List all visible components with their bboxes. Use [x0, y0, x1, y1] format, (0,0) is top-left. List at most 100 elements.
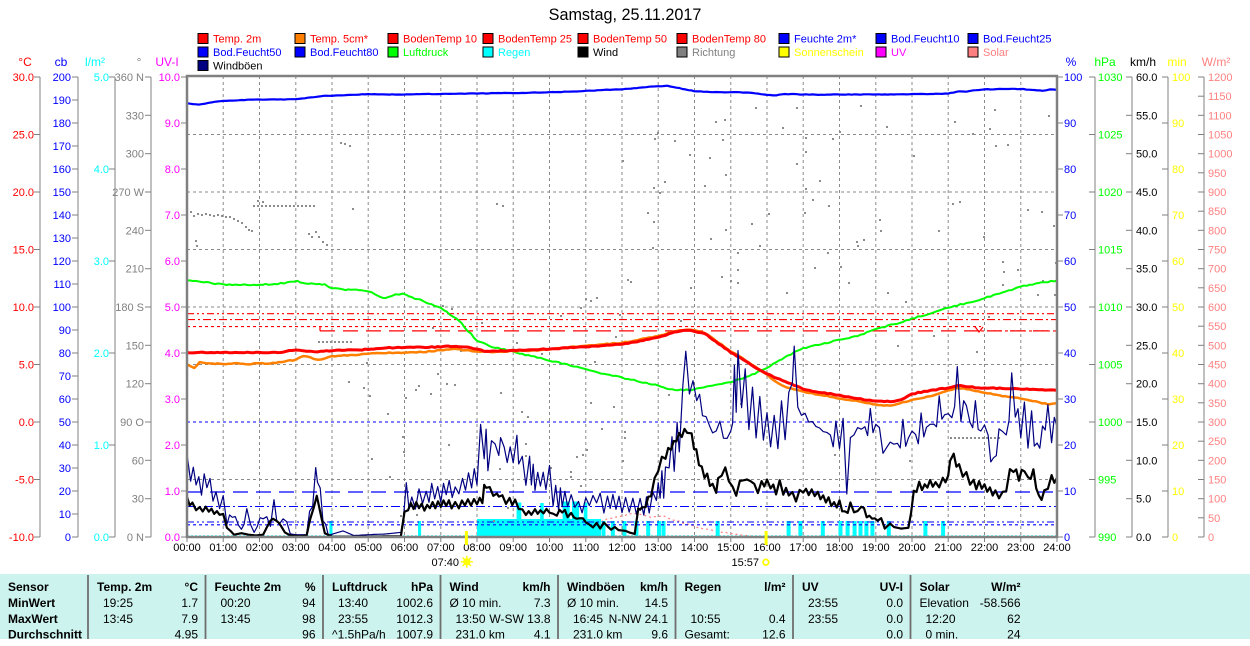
svg-text:°: °	[137, 55, 142, 69]
svg-text:hPa: hPa	[1094, 55, 1116, 69]
svg-text:17:00: 17:00	[789, 542, 817, 554]
svg-text:5.0: 5.0	[1136, 494, 1151, 506]
svg-text:14.5: 14.5	[645, 596, 669, 610]
svg-text:06:00: 06:00	[391, 542, 419, 554]
svg-text:19:00: 19:00	[862, 542, 890, 554]
svg-text:3.0: 3.0	[94, 256, 109, 268]
svg-text:4.0: 4.0	[94, 164, 109, 176]
svg-text:9.0: 9.0	[165, 118, 180, 130]
svg-text:50: 50	[59, 417, 71, 429]
svg-text:2.0: 2.0	[165, 440, 180, 452]
svg-text:180: 180	[53, 118, 71, 130]
svg-text:N-NW 24.1: N-NW 24.1	[609, 612, 669, 626]
svg-text:500: 500	[1208, 340, 1226, 352]
svg-text:Solar: Solar	[920, 580, 950, 594]
svg-text:96: 96	[302, 628, 316, 642]
svg-text:0.0: 0.0	[1136, 532, 1151, 544]
svg-text:Elevation: Elevation	[920, 596, 969, 610]
svg-text:15.0: 15.0	[1136, 417, 1157, 429]
svg-text:UV: UV	[802, 580, 819, 594]
svg-text:1015: 1015	[1098, 245, 1122, 257]
svg-text:Windböen: Windböen	[213, 61, 263, 73]
svg-text:100: 100	[1064, 72, 1082, 84]
svg-text:20: 20	[1064, 440, 1076, 452]
svg-text:5.0: 5.0	[165, 302, 180, 314]
svg-text:200: 200	[1208, 455, 1226, 467]
svg-text:1000: 1000	[1208, 149, 1232, 161]
svg-text:1010: 1010	[1098, 302, 1122, 314]
svg-text:13:40: 13:40	[338, 596, 368, 610]
svg-text:W/m²: W/m²	[991, 580, 1020, 594]
svg-text:360 N: 360 N	[115, 72, 144, 84]
svg-text:950: 950	[1208, 168, 1226, 180]
svg-text:22:00: 22:00	[971, 542, 999, 554]
svg-text:7.9: 7.9	[181, 612, 198, 626]
svg-text:0.0: 0.0	[886, 612, 903, 626]
svg-text:km/h: km/h	[522, 580, 550, 594]
svg-text:900: 900	[1208, 187, 1226, 199]
svg-text:80: 80	[1172, 164, 1184, 176]
svg-text:20: 20	[1172, 440, 1184, 452]
svg-text:^1.5hPa/h: ^1.5hPa/h	[332, 628, 386, 642]
svg-text:12.6: 12.6	[762, 628, 786, 642]
svg-text:5.0: 5.0	[19, 360, 34, 372]
svg-text:16:45: 16:45	[573, 612, 603, 626]
svg-text:Temp. 2m: Temp. 2m	[97, 580, 152, 594]
svg-text:1150: 1150	[1208, 91, 1232, 103]
svg-text:Ø 10 min.: Ø 10 min.	[450, 596, 502, 610]
svg-text:40.0: 40.0	[1136, 225, 1157, 237]
svg-text:1012.3: 1012.3	[396, 612, 433, 626]
svg-text:60: 60	[1172, 256, 1184, 268]
svg-text:Feuchte 2m: Feuchte 2m	[215, 580, 282, 594]
svg-text:1.7: 1.7	[181, 596, 198, 610]
svg-text:km/h: km/h	[1130, 55, 1156, 69]
svg-text:8.0: 8.0	[165, 164, 180, 176]
svg-text:600: 600	[1208, 302, 1226, 314]
svg-text:550: 550	[1208, 321, 1226, 333]
svg-text:1200: 1200	[1208, 72, 1232, 84]
svg-text:50.0: 50.0	[1136, 149, 1157, 161]
svg-text:140: 140	[53, 210, 71, 222]
svg-text:160: 160	[53, 164, 71, 176]
svg-text:Temp. 5cm*: Temp. 5cm*	[310, 34, 369, 46]
svg-text:10.0: 10.0	[13, 302, 34, 314]
svg-text:00:00: 00:00	[173, 542, 201, 554]
svg-text:hPa: hPa	[411, 580, 433, 594]
svg-text:23:00: 23:00	[1007, 542, 1035, 554]
svg-text:30: 30	[59, 463, 71, 475]
svg-text:-5.0: -5.0	[15, 475, 34, 487]
svg-text:650: 650	[1208, 283, 1226, 295]
svg-text:W/m²: W/m²	[1202, 55, 1231, 69]
svg-text:07:00: 07:00	[427, 542, 455, 554]
svg-text:0: 0	[1064, 532, 1070, 544]
svg-text:1002.6: 1002.6	[396, 596, 433, 610]
svg-text:10:55: 10:55	[691, 612, 721, 626]
svg-text:25.0: 25.0	[1136, 340, 1157, 352]
svg-text:40: 40	[1064, 348, 1076, 360]
svg-text:350: 350	[1208, 398, 1226, 410]
svg-text:Bod.Feucht50: Bod.Feucht50	[213, 47, 282, 59]
svg-text:15.0: 15.0	[13, 245, 34, 257]
svg-text:l/m²: l/m²	[85, 55, 105, 69]
svg-text:62: 62	[1007, 612, 1021, 626]
svg-text:700: 700	[1208, 264, 1226, 276]
svg-text:Bod.Feucht25: Bod.Feucht25	[983, 34, 1052, 46]
svg-text:270 W: 270 W	[112, 187, 144, 199]
svg-text:15:00: 15:00	[717, 542, 745, 554]
svg-text:130: 130	[53, 233, 71, 245]
svg-text:00:20: 00:20	[221, 596, 251, 610]
svg-text:40: 40	[1172, 348, 1184, 360]
svg-text:60: 60	[59, 394, 71, 406]
svg-text:80: 80	[59, 348, 71, 360]
svg-text:05:00: 05:00	[354, 542, 382, 554]
svg-text:30: 30	[132, 494, 144, 506]
svg-text:190: 190	[53, 95, 71, 107]
svg-text:Temp. 2m: Temp. 2m	[213, 34, 261, 46]
svg-text:%: %	[1066, 55, 1077, 69]
svg-text:0: 0	[1208, 532, 1214, 544]
svg-text:1020: 1020	[1098, 187, 1122, 199]
svg-text:231.0 km: 231.0 km	[573, 628, 622, 642]
svg-text:90: 90	[1064, 118, 1076, 130]
svg-text:12:00: 12:00	[608, 542, 636, 554]
svg-text:330: 330	[126, 110, 144, 122]
